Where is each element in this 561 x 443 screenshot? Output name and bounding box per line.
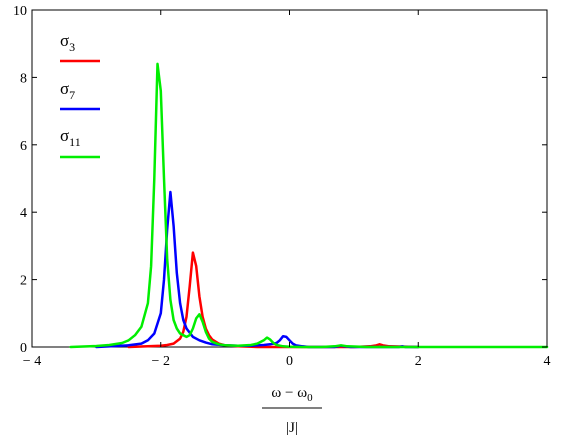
x-axis-label-numerator: ω − ω0: [271, 385, 313, 404]
legend-label-sigma11: σ11: [60, 126, 81, 149]
x-axis-label-denominator: |J|: [286, 420, 298, 436]
x-tick-label: 0: [286, 354, 293, 369]
series-line-2: [69, 62, 549, 349]
x-tick-label: − 2: [152, 354, 170, 369]
legend-entry-sigma3: σ3: [60, 31, 100, 63]
y-tick-label: 10: [13, 4, 27, 19]
legend-entry-sigma11: σ11: [60, 126, 100, 159]
x-tick-label: − 4: [23, 354, 41, 369]
legend-label-sigma7: σ7: [60, 79, 75, 102]
y-tick-label: 4: [20, 206, 27, 221]
x-tick-label: 4: [544, 354, 551, 369]
y-tick-label: 6: [20, 139, 27, 154]
tick-layer: − 4 − 2 0 2 4 0 2 4 6 8 10: [13, 4, 551, 369]
legend-entry-sigma7: σ7: [60, 79, 100, 111]
x-tick-label: 2: [415, 354, 422, 369]
y-tick-label: 8: [20, 71, 27, 86]
series-line-1: [95, 190, 420, 349]
y-tick-label: 0: [20, 341, 27, 356]
legend: σ3 σ7 σ11: [60, 31, 100, 159]
plot-layer: [31, 9, 549, 349]
plot-frame: [31, 9, 548, 348]
x-axis-label: ω − ω0 |J|: [262, 385, 322, 436]
legend-label-sigma3: σ3: [60, 31, 75, 54]
y-tick-label: 2: [20, 274, 27, 289]
series-line-0: [127, 251, 420, 349]
